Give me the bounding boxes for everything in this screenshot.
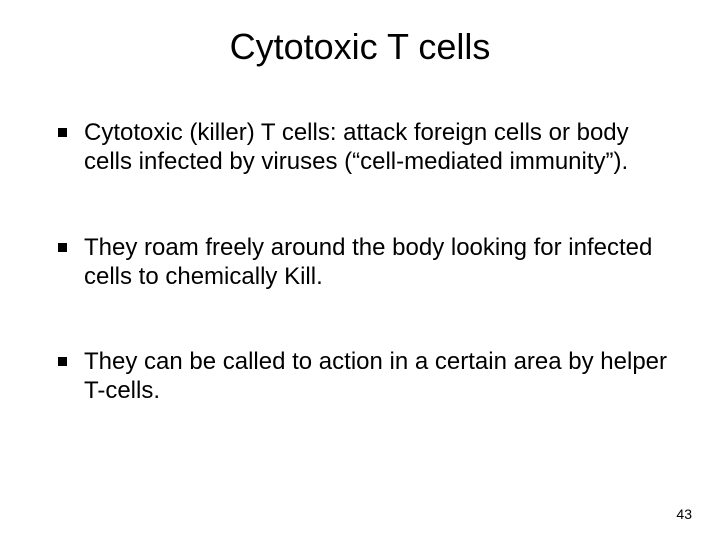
bullet-item: They can be called to action in a certai…: [58, 347, 680, 406]
bullet-item: Cytotoxic (killer) T cells: attack forei…: [58, 118, 680, 177]
page-number: 43: [676, 506, 692, 522]
slide: Cytotoxic T cells Cytotoxic (killer) T c…: [0, 0, 720, 540]
bullet-list: Cytotoxic (killer) T cells: attack forei…: [40, 118, 680, 406]
bullet-item: They roam freely around the body looking…: [58, 233, 680, 292]
slide-title: Cytotoxic T cells: [40, 26, 680, 68]
